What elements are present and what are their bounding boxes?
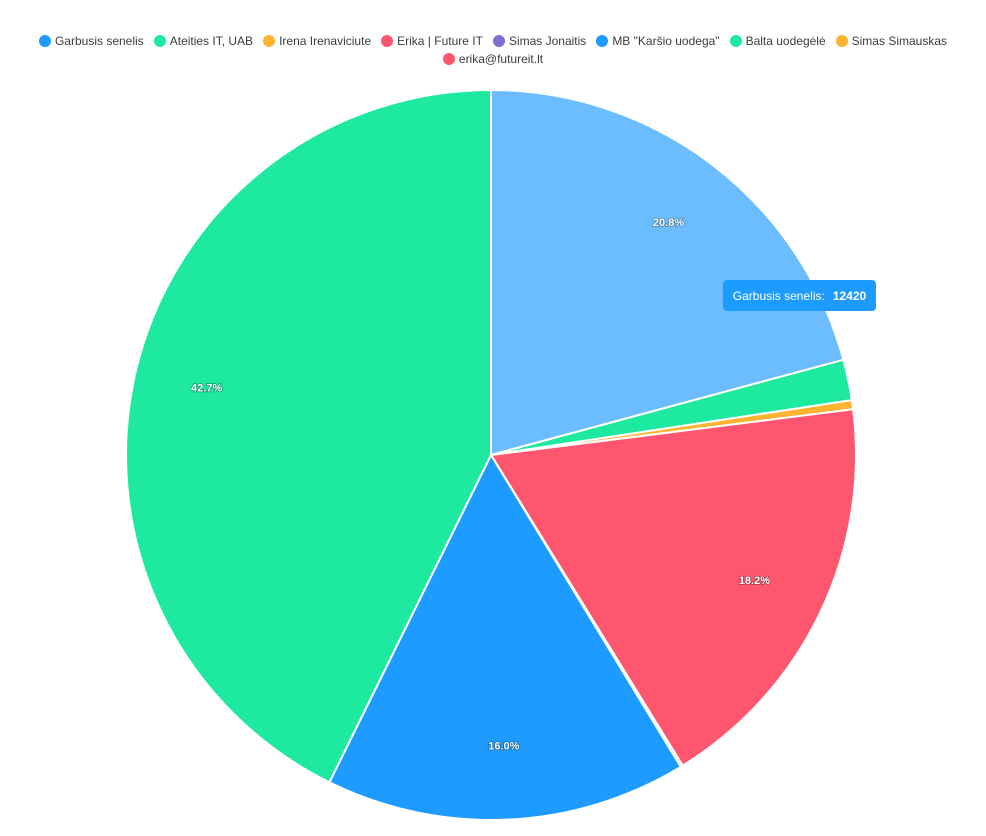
legend-item[interactable]: Irena Irenaviciute <box>263 33 371 48</box>
legend-marker <box>596 34 609 47</box>
legend-marker <box>153 34 166 47</box>
legend-label: Garbusis senelis <box>54 33 144 48</box>
legend-label: Erika | Future IT <box>397 33 483 48</box>
pie-slice <box>328 452 683 821</box>
legend-item[interactable]: Balta uodegėlė <box>729 33 826 48</box>
legend-label: Irena Irenaviciute <box>279 33 372 48</box>
legend-item[interactable]: Garbusis senelis <box>38 33 144 48</box>
value-label: 20.8% <box>653 217 684 229</box>
legend-label: Balta uodegėlė <box>745 33 826 48</box>
legend-marker <box>442 52 455 65</box>
legend-marker <box>835 34 848 47</box>
legend-item[interactable]: erika@futureit.lt <box>442 51 544 66</box>
value-label: 18.2% <box>739 575 770 587</box>
legend-label: MB "Karšio uodega" <box>612 33 720 48</box>
pie-slice <box>489 408 857 767</box>
legend: Garbusis senelis Ateities IT, UAB Irena Ir… <box>30 33 956 66</box>
legend-marker <box>381 34 394 47</box>
tooltip-label: Garbusis senelis: <box>732 288 825 303</box>
value-label: 42.7% <box>191 383 222 395</box>
legend-label: Simas Simauskas <box>851 33 948 48</box>
legend-item[interactable]: Simas Jonaitis <box>492 33 587 48</box>
legend-marker <box>263 34 276 47</box>
legend-item[interactable]: Ateities IT, UAB <box>153 33 254 48</box>
pie-slice <box>125 88 492 784</box>
tooltip-value: 12420 <box>832 288 867 303</box>
legend-marker <box>492 34 505 47</box>
legend-label: Ateities IT, UAB <box>169 33 254 48</box>
legend-label: erika@futureit.lt <box>458 51 544 66</box>
legend-marker <box>38 34 51 47</box>
tooltip: Garbusis senelis: 12420 <box>723 280 876 311</box>
legend-item[interactable]: MB "Karšio uodega" <box>596 33 720 48</box>
legend-item[interactable]: Simas Simauskas <box>835 33 948 48</box>
legend-label: Simas Jonaitis <box>508 33 587 48</box>
legend-item[interactable]: Erika | Future IT <box>381 33 483 48</box>
legend-marker <box>729 34 742 47</box>
value-label: 16.0% <box>488 741 519 753</box>
